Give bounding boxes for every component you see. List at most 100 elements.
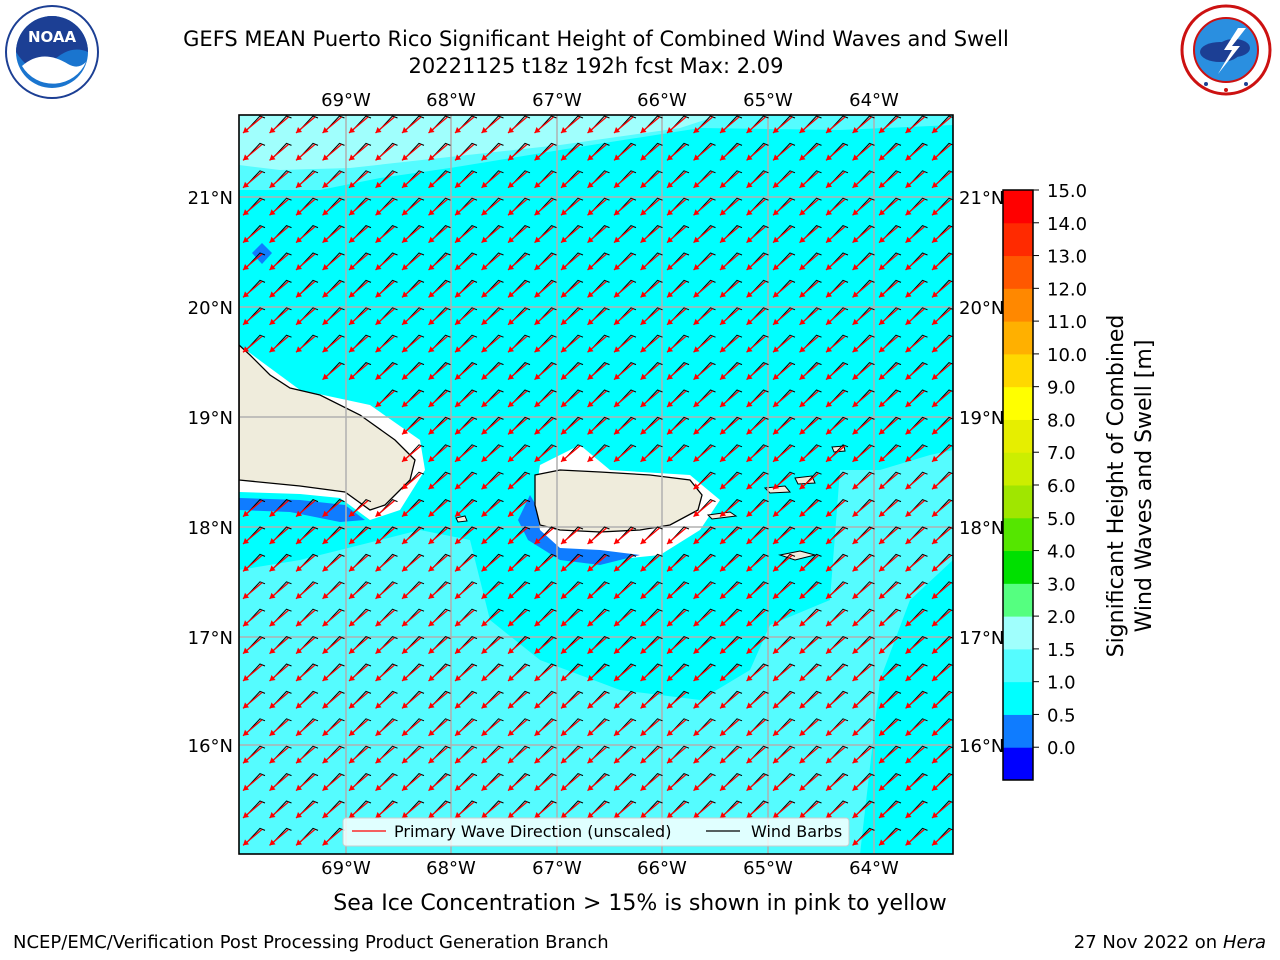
wave-arrowhead [508, 346, 514, 353]
wave-arrowhead [746, 127, 753, 133]
wave-arrowhead [932, 647, 938, 654]
wave-arrowhead [720, 209, 726, 216]
wave-arrowhead [773, 702, 779, 709]
wave-arrowhead [455, 565, 461, 572]
wave-arrowhead [720, 702, 726, 709]
wave-arrowhead [826, 483, 832, 490]
wave-arrowhead [534, 729, 541, 736]
lat-tick-right: 20°N [959, 298, 1004, 319]
wave-arrowhead [932, 620, 938, 627]
wave-arrowhead [932, 729, 938, 736]
wave-arrowhead [852, 428, 859, 435]
wave-arrowhead [402, 373, 408, 380]
wave-arrowhead [402, 346, 408, 353]
wave-arrowhead [402, 538, 408, 544]
wave-arrowhead [349, 318, 355, 325]
wave-arrowhead [296, 209, 302, 216]
wave-arrowhead [773, 401, 779, 407]
wave-arrowhead [826, 455, 832, 462]
wave-arrowhead [322, 757, 329, 764]
wave-arrowhead [269, 510, 276, 517]
wave-arrowhead [534, 154, 541, 161]
wave-arrowhead [640, 757, 647, 764]
wave-arrowhead [428, 592, 435, 599]
wave-arrowhead [243, 565, 249, 572]
wave-arrowhead [587, 127, 594, 133]
wave-arrowhead [720, 401, 726, 407]
wave-arrowhead [508, 812, 514, 818]
wave-arrowhead [614, 428, 620, 435]
wave-arrowhead [243, 318, 249, 325]
wave-arrowhead [428, 236, 435, 243]
wave-arrowhead [879, 565, 885, 572]
wave-arrowhead [508, 154, 514, 161]
wave-arrowhead [799, 373, 806, 380]
wave-arrowhead [826, 428, 832, 435]
wave-arrowhead [296, 839, 302, 846]
wave-arrowhead [534, 675, 541, 681]
wave-arrowhead [614, 538, 620, 544]
wave-arrowhead [693, 209, 700, 216]
map-frame [238, 114, 954, 855]
wave-arrowhead [905, 127, 912, 133]
wave-arrowhead [905, 291, 912, 298]
wave-arrowhead [534, 455, 541, 462]
wave-band-2-0 [239, 115, 720, 170]
wave-arrowhead [667, 428, 673, 435]
wave-arrowhead [243, 236, 249, 243]
wave-arrowhead [455, 291, 461, 298]
wave-arrowhead [322, 291, 329, 298]
wave-arrowhead [375, 592, 382, 599]
lon-tick-bottom: 67°W [532, 858, 582, 879]
wave-arrowhead [587, 538, 594, 544]
wave-arrowhead [799, 510, 806, 517]
wave-arrowhead [746, 702, 753, 709]
wave-arrowhead [481, 784, 488, 791]
wave-arrowhead [375, 757, 382, 764]
wave-arrowhead [693, 729, 700, 736]
wave-arrowhead [720, 757, 726, 764]
wave-arrowhead [375, 318, 382, 325]
lon-tick-bottom: 65°W [743, 858, 793, 879]
wave-arrowhead [932, 181, 938, 188]
wave-arrowhead [614, 154, 620, 161]
wave-arrowhead [508, 565, 514, 572]
wave-arrowhead [508, 373, 514, 380]
wave-arrowhead [455, 729, 461, 736]
wave-arrowhead [852, 784, 859, 791]
wave-arrowhead [879, 346, 885, 353]
wave-arrowhead [852, 401, 859, 407]
wave-arrowhead [879, 373, 885, 380]
wave-arrowhead [296, 620, 302, 627]
wave-arrowhead [349, 565, 355, 572]
wave-arrowhead [852, 510, 859, 517]
wave-arrowhead [561, 647, 567, 654]
wave-arrowhead [932, 812, 938, 818]
wave-arrowhead [508, 647, 514, 654]
wave-arrowhead [773, 483, 779, 490]
lat-tick-left: 19°N [188, 408, 233, 429]
wave-arrowhead [826, 647, 832, 654]
wave-arrowhead [428, 209, 435, 216]
wave-arrowhead [587, 620, 594, 627]
wave-arrowhead [402, 291, 408, 298]
wave-arrowhead [481, 209, 488, 216]
colorbar-tick-label: 12.0 [1047, 279, 1087, 300]
wave-arrowhead [826, 757, 832, 764]
wave-arrowhead [269, 209, 276, 216]
wave-arrowhead [720, 373, 726, 380]
wave-arrowhead [799, 565, 806, 572]
wave-arrowhead [614, 812, 620, 818]
lon-tick-bottom: 69°W [321, 858, 371, 879]
wave-arrowhead [481, 181, 488, 188]
wave-arrowhead [720, 264, 726, 270]
wave-arrowhead [508, 784, 514, 791]
wave-arrowhead [799, 127, 806, 133]
wave-arrowhead [455, 812, 461, 818]
wave-arrowhead [905, 318, 912, 325]
wave-arrowhead [428, 181, 435, 188]
wave-arrowhead [614, 181, 620, 188]
colorbar-segment [1003, 419, 1033, 453]
wave-arrowhead [667, 565, 673, 572]
wave-arrowhead [693, 401, 700, 407]
